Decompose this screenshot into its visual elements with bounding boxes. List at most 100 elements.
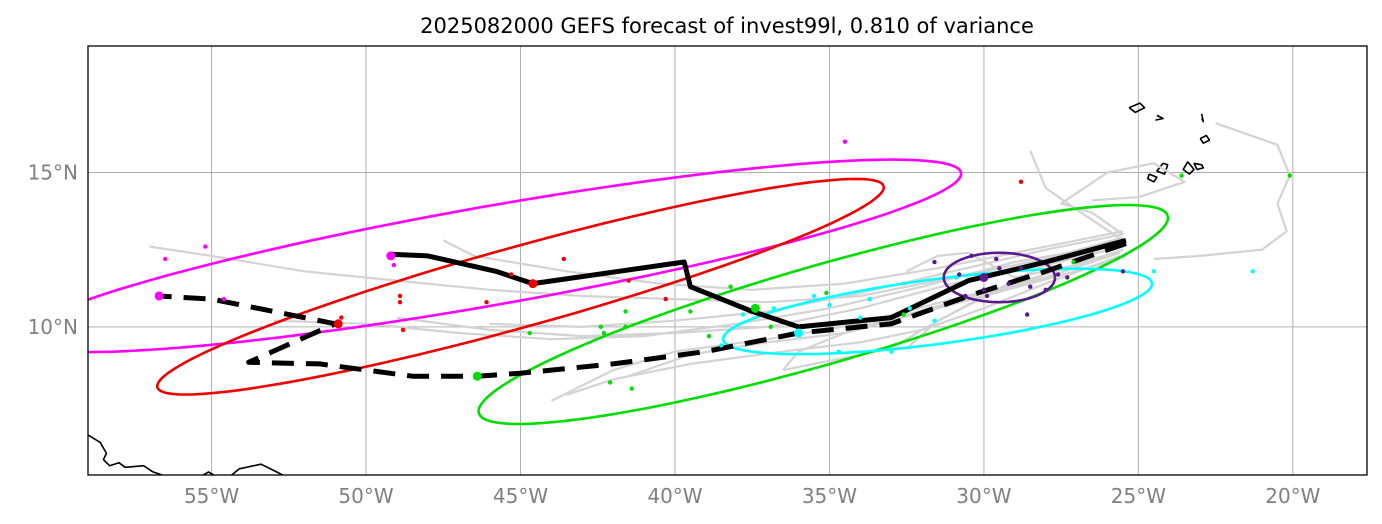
cyan-ellipse	[721, 267, 1154, 356]
purple-point	[932, 259, 937, 265]
x-tick-label: 55°W	[184, 484, 239, 508]
green-point	[1071, 259, 1076, 265]
red-point	[1018, 179, 1024, 184]
green-point	[728, 284, 733, 289]
magenta-point	[842, 139, 848, 144]
magenta-point	[391, 262, 397, 268]
coastline	[1182, 161, 1195, 175]
purple-point	[1018, 266, 1024, 271]
purple-point	[969, 253, 974, 259]
cyan-point	[858, 315, 863, 320]
green-point	[607, 380, 613, 385]
purple-point	[1055, 272, 1061, 277]
cyan-point	[1250, 269, 1255, 274]
red-point	[339, 315, 344, 320]
member-track	[442, 230, 1124, 291]
map-title: 2025082000 GEFS forecast of invest99l, 0…	[420, 14, 1034, 38]
red-point	[400, 327, 406, 333]
coastline	[1156, 162, 1169, 175]
purple-point	[981, 287, 987, 293]
purple-center-point	[979, 272, 989, 282]
red-center-point	[333, 319, 343, 329]
magenta-ellipse	[88, 158, 963, 354]
red-point	[484, 299, 489, 305]
member-track	[906, 248, 1124, 279]
purple-point	[984, 293, 990, 299]
coastline	[201, 463, 285, 475]
gridlines	[88, 46, 1367, 475]
cyan-point	[867, 296, 872, 302]
green-point	[768, 324, 773, 330]
purple-point	[1028, 284, 1033, 289]
member-track	[1153, 122, 1291, 261]
purple-point	[1120, 269, 1126, 274]
x-tick-label: 45°W	[493, 484, 548, 508]
coastline	[1200, 113, 1205, 123]
purple-ellipse	[942, 251, 1057, 304]
coastline	[1155, 114, 1164, 121]
cyan-point	[719, 343, 724, 348]
green-center-point	[750, 303, 760, 313]
red-point	[663, 296, 668, 302]
red-point	[561, 256, 566, 262]
magenta-point	[221, 296, 227, 302]
coastline	[1146, 173, 1158, 183]
purple-point	[997, 266, 1002, 271]
spread-ellipses	[88, 158, 1170, 426]
cyan-point	[811, 293, 817, 299]
x-tick-label: 25°W	[1111, 484, 1166, 508]
green-point	[706, 333, 712, 339]
magenta-point	[163, 256, 168, 262]
green-center-point	[472, 371, 482, 381]
cyan-center-point	[794, 328, 804, 338]
member-track	[1029, 150, 1124, 242]
red-point	[397, 293, 403, 299]
purple-point	[994, 256, 999, 262]
cyan-point	[740, 312, 746, 317]
purple-point	[1024, 312, 1030, 317]
green-point	[901, 312, 906, 317]
cyan-point	[827, 303, 832, 308]
red-point	[509, 272, 514, 277]
coastline	[1193, 162, 1205, 171]
coastline	[88, 434, 163, 475]
axis-ticks: 55°W 50°W 45°W 40°W 35°W 30°W 25°W 20°W 15°N 10°N	[28, 161, 1321, 508]
red-point	[626, 278, 631, 283]
green-point	[1179, 173, 1184, 178]
cyan-point	[1151, 269, 1157, 274]
green-point	[623, 309, 628, 314]
cyan-point	[907, 306, 912, 311]
cyan-point	[932, 318, 937, 323]
member-track	[1060, 162, 1186, 236]
magenta-center-point	[386, 251, 396, 261]
purple-point	[1065, 275, 1070, 280]
green-point	[623, 324, 628, 330]
green-point	[1287, 173, 1292, 178]
y-tick-label: 15°N	[28, 161, 78, 185]
green-point	[824, 290, 829, 296]
track-points	[154, 139, 1292, 391]
cyan-point	[953, 275, 959, 280]
purple-point	[963, 293, 968, 299]
member-track	[566, 254, 1121, 396]
x-tick-label: 20°W	[1265, 484, 1320, 508]
x-tick-label: 50°W	[338, 484, 393, 508]
green-point	[598, 324, 604, 330]
red-ellipse	[156, 177, 886, 396]
x-tick-label: 35°W	[802, 484, 857, 508]
green-point	[601, 330, 607, 336]
red-center-point	[528, 279, 538, 289]
x-tick-label: 40°W	[647, 484, 702, 508]
coastlines	[88, 102, 1211, 475]
coastline	[1128, 102, 1146, 114]
green-point	[629, 386, 634, 391]
green-point	[688, 309, 693, 314]
magenta-point	[203, 244, 208, 249]
purple-point	[957, 272, 962, 277]
y-tick-label: 10°N	[28, 315, 78, 339]
green-ellipse	[477, 203, 1170, 426]
magenta-center-point	[154, 291, 164, 301]
purple-point	[1006, 281, 1011, 286]
green-point	[527, 330, 532, 336]
